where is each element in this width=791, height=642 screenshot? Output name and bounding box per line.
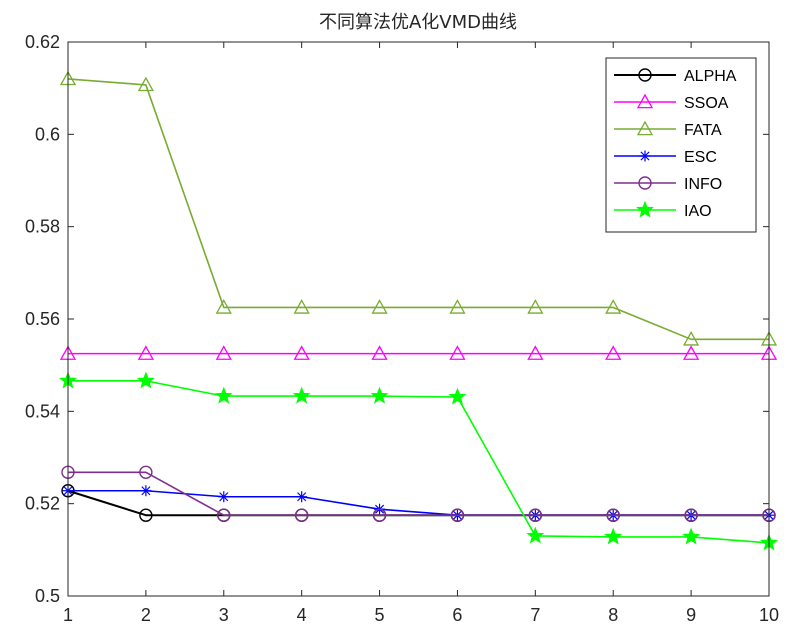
data-point-iao-6 [448, 387, 467, 405]
legend-marker-fata [636, 120, 654, 136]
data-point-info-3 [217, 508, 231, 522]
y-tick-label: 0.62 [25, 32, 60, 52]
x-tick-label: 10 [759, 605, 779, 625]
y-tick-label: 0.52 [25, 494, 60, 514]
data-point-esc-2 [140, 485, 152, 497]
x-tick-label: 2 [141, 605, 151, 625]
y-tick-label: 0.6 [35, 124, 60, 144]
data-point-fata-6 [449, 299, 466, 314]
legend-marker-esc [639, 150, 651, 162]
legend-label: INFO [684, 176, 722, 193]
x-tick-label: 7 [530, 605, 540, 625]
data-point-ssoa-2 [137, 345, 154, 360]
y-tick-label: 0.58 [25, 217, 60, 237]
data-point-fata-2 [137, 76, 154, 92]
data-point-iao-4 [292, 386, 311, 404]
series-line-info [68, 471, 769, 517]
ticks-layer: 1 2 3 4 5 6 7 8 9 10 0.5 0.52 0.54 0.56 0.58 0.6 0.62 [25, 32, 779, 625]
legend: ALPHA SSOA FATA ESC INFO IAO [605, 57, 757, 233]
x-tick-label: 8 [608, 605, 618, 625]
legend-marker-alpha [638, 68, 652, 82]
data-point-iao-9 [682, 527, 701, 545]
data-point-info-5 [372, 508, 387, 522]
x-tick-label: 3 [219, 605, 229, 625]
data-point-info-4 [294, 508, 309, 522]
y-tick-label: 0.5 [35, 586, 60, 606]
data-point-iao-8 [604, 527, 623, 545]
data-point-fata-9 [683, 330, 700, 346]
series-line-iao [68, 380, 770, 544]
y-tick-label: 0.54 [25, 401, 60, 421]
data-point-info-7 [528, 508, 543, 522]
data-point-fata-7 [527, 299, 544, 314]
data-point-ssoa-4 [293, 345, 310, 360]
legend-marker-info [638, 176, 652, 190]
data-point-esc-3 [218, 491, 230, 503]
x-tick-label: 5 [375, 605, 385, 625]
data-point-iao-3 [214, 386, 233, 404]
x-tick-label: 1 [63, 605, 73, 625]
legend-label: FATA [684, 122, 722, 139]
data-point-info-9 [684, 508, 698, 522]
series-line-fata [67, 78, 769, 341]
data-point-fata-5 [371, 299, 388, 314]
data-point-info-2 [139, 465, 153, 479]
y-tick-label: 0.56 [25, 309, 60, 329]
data-point-iao-2 [136, 371, 155, 389]
legend-label: ESC [684, 149, 717, 166]
x-tick-label: 4 [297, 605, 307, 625]
chart-title: 不同算法优A化VMD曲线 [319, 12, 517, 33]
legend-item-fata: FATA [614, 120, 722, 139]
series-layer [59, 70, 778, 551]
data-point-ssoa-9 [683, 345, 700, 360]
data-point-alpha-2 [139, 508, 153, 522]
legend-box [605, 57, 757, 233]
x-tick-label: 6 [452, 605, 462, 625]
legend-marker-ssoa [636, 93, 654, 109]
legend-label: ALPHA [684, 68, 737, 85]
data-point-info-6 [450, 508, 465, 522]
data-point-fata-3 [215, 299, 232, 314]
legend-label: IAO [684, 203, 712, 220]
data-point-esc-4 [296, 491, 308, 503]
data-point-ssoa-3 [215, 345, 232, 360]
data-point-fata-8 [605, 299, 622, 314]
data-point-iao-5 [370, 386, 389, 404]
legend-item-ssoa: SSOA [614, 93, 729, 112]
data-point-iao-7 [526, 526, 545, 544]
legend-item-iao: IAO [614, 200, 712, 220]
x-tick-label: 9 [686, 605, 696, 625]
data-point-ssoa-5 [371, 345, 388, 360]
series-info [61, 465, 776, 522]
data-point-info-8 [606, 508, 620, 522]
data-point-ssoa-6 [449, 345, 466, 360]
legend-item-info: INFO [614, 176, 722, 193]
data-point-ssoa-7 [527, 345, 544, 360]
series-fata [59, 70, 778, 346]
data-point-ssoa-8 [605, 345, 622, 360]
legend-marker-iao [636, 200, 654, 218]
data-point-fata-4 [293, 299, 310, 314]
legend-item-esc: ESC [614, 149, 717, 166]
legend-item-alpha: ALPHA [614, 68, 737, 85]
legend-label: SSOA [684, 95, 729, 112]
